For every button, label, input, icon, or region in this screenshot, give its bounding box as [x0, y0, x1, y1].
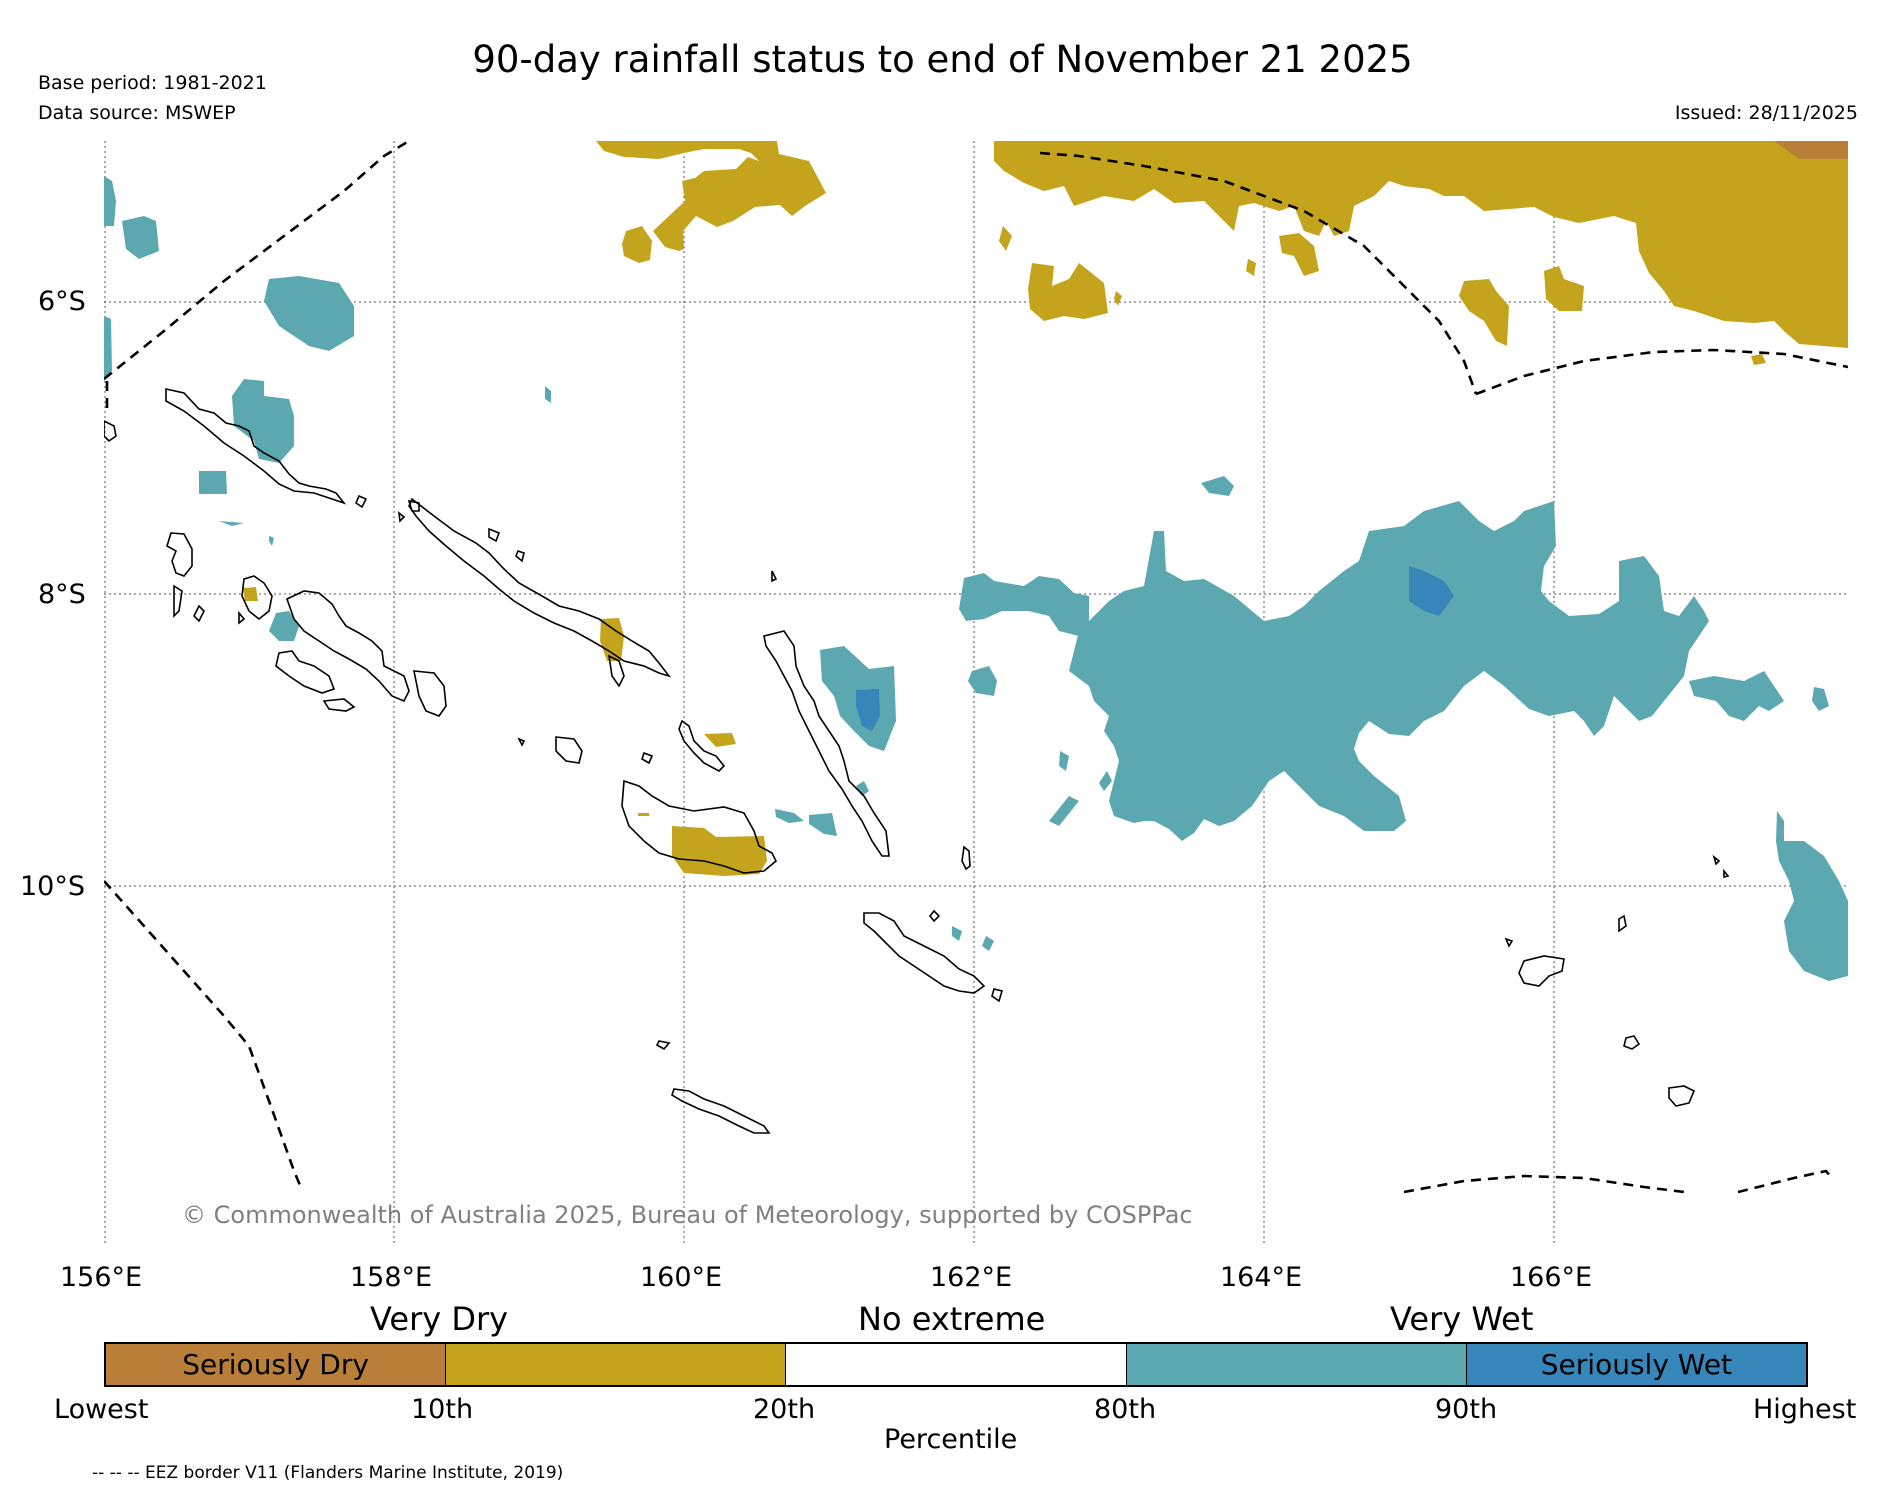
very-wet-areas — [104, 176, 1848, 981]
seriously-wet-areas — [856, 566, 1454, 731]
data-source: Data source: MSWEP — [38, 102, 236, 124]
percentile-80th: 80th — [1094, 1394, 1157, 1425]
rainfall-map — [104, 141, 1848, 1245]
legend-very-wet: Very Wet — [1390, 1300, 1534, 1338]
legend-no-extreme: No extreme — [858, 1300, 1046, 1338]
very-dry-areas — [243, 141, 1848, 876]
lat-label-10s: 10°S — [20, 871, 85, 902]
percentile-10th: 10th — [411, 1394, 474, 1425]
eez-borders — [104, 141, 1848, 1194]
lat-label-6s: 6°S — [38, 286, 86, 317]
lon-label-158e: 158°E — [350, 1262, 433, 1293]
lon-label-162e: 162°E — [930, 1262, 1013, 1293]
segment-no-extreme — [786, 1344, 1127, 1385]
segment-very-dry — [446, 1344, 787, 1385]
lat-label-8s: 8°S — [38, 579, 86, 610]
issued-date: Issued: 28/11/2025 — [1674, 102, 1858, 124]
segment-seriously-dry: Seriously Dry — [106, 1344, 447, 1385]
legend-colorbar: Seriously Dry Seriously Wet — [104, 1342, 1808, 1387]
lon-label-164e: 164°E — [1220, 1262, 1303, 1293]
segment-very-wet — [1126, 1344, 1467, 1385]
percentile-20th: 20th — [753, 1394, 816, 1425]
percentile-axis-label: Percentile — [884, 1424, 1018, 1455]
lon-label-156e: 156°E — [60, 1262, 143, 1293]
percentile-90th: 90th — [1435, 1394, 1498, 1425]
lon-label-166e: 166°E — [1510, 1262, 1593, 1293]
eez-footnote: -- -- -- EEZ border V11 (Flanders Marine… — [92, 1463, 564, 1483]
lon-label-160e: 160°E — [640, 1262, 723, 1293]
island-outlines — [104, 388, 1730, 1134]
copyright-notice: © Commonwealth of Australia 2025, Bureau… — [182, 1201, 1193, 1229]
segment-seriously-wet: Seriously Wet — [1466, 1344, 1807, 1385]
percentile-highest: Highest — [1753, 1394, 1857, 1425]
map-title: 90-day rainfall status to end of Novembe… — [472, 38, 1413, 81]
seriously-dry-areas — [1774, 141, 1848, 159]
base-period: Base period: 1981-2021 — [38, 72, 267, 94]
percentile-lowest: Lowest — [54, 1394, 149, 1425]
legend-very-dry: Very Dry — [370, 1300, 509, 1338]
